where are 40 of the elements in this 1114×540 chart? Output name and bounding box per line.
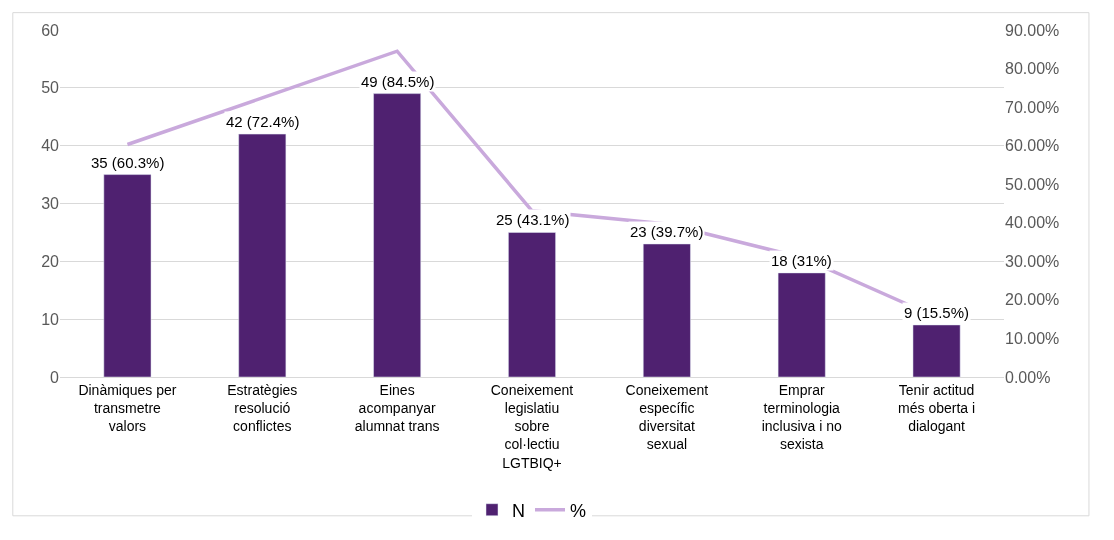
x-tick-label: Coneixement legislatiu sobre col·lectiu LGTBIQ+: [490, 381, 574, 471]
bar: [508, 232, 556, 377]
bar: [643, 243, 691, 377]
y2-tick-label: 40.00%: [1005, 214, 1060, 232]
x-tick-label: Eines acompanyar alumnat trans: [354, 381, 440, 435]
bar: [777, 272, 826, 377]
y2-tick-label: 0.00%: [1005, 368, 1051, 386]
data-label: 9 (15.5%): [904, 304, 970, 321]
y2-tick-label: 80.00%: [1005, 60, 1060, 78]
bar: [103, 174, 152, 377]
y2-tick-label: 70.00%: [1005, 98, 1060, 116]
y-tick-label: 30: [41, 195, 60, 213]
y-tick-label: 60: [41, 21, 60, 39]
y-tick-label: 10: [41, 310, 60, 328]
y2-tick-label: 50.00%: [1005, 175, 1060, 193]
y2-tick-label: 60.00%: [1005, 137, 1060, 155]
y-tick-label: 50: [41, 79, 60, 97]
data-label: 18 (31%): [771, 252, 832, 269]
x-tick-label: Coneixement específic diversitat sexual: [625, 381, 709, 453]
y2-tick-label: 10.00%: [1005, 330, 1060, 348]
data-label: 23 (39.7%): [630, 223, 704, 240]
x-tick-label: Estratègies resolució conflictes: [227, 381, 298, 435]
y-tick-label: 40: [41, 137, 60, 155]
y-tick-label: 20: [41, 252, 60, 270]
x-tick-label: Emprar terminologia inclusiva i no sexista: [761, 381, 842, 453]
bar: [238, 133, 287, 377]
y-tick-label: 0: [50, 368, 60, 386]
bar: [912, 324, 961, 377]
data-label: 49 (84.5%): [361, 73, 435, 90]
data-label: 35 (60.3%): [91, 154, 165, 171]
data-label: 25 (43.1%): [496, 211, 570, 228]
y2-tick-label: 20.00%: [1005, 291, 1060, 309]
y2-tick-label: 90.00%: [1005, 21, 1060, 39]
x-tick-label: Tenir actitud més oberta i dialogant: [898, 381, 976, 435]
data-label: 42 (72.4%): [226, 113, 300, 130]
x-tick-label: Dinàmiques per transmetre valors: [78, 381, 177, 435]
y2-tick-label: 30.00%: [1005, 252, 1060, 270]
bar: [373, 93, 421, 377]
legend-label: N: [512, 500, 525, 521]
legend-label: %: [570, 500, 587, 521]
